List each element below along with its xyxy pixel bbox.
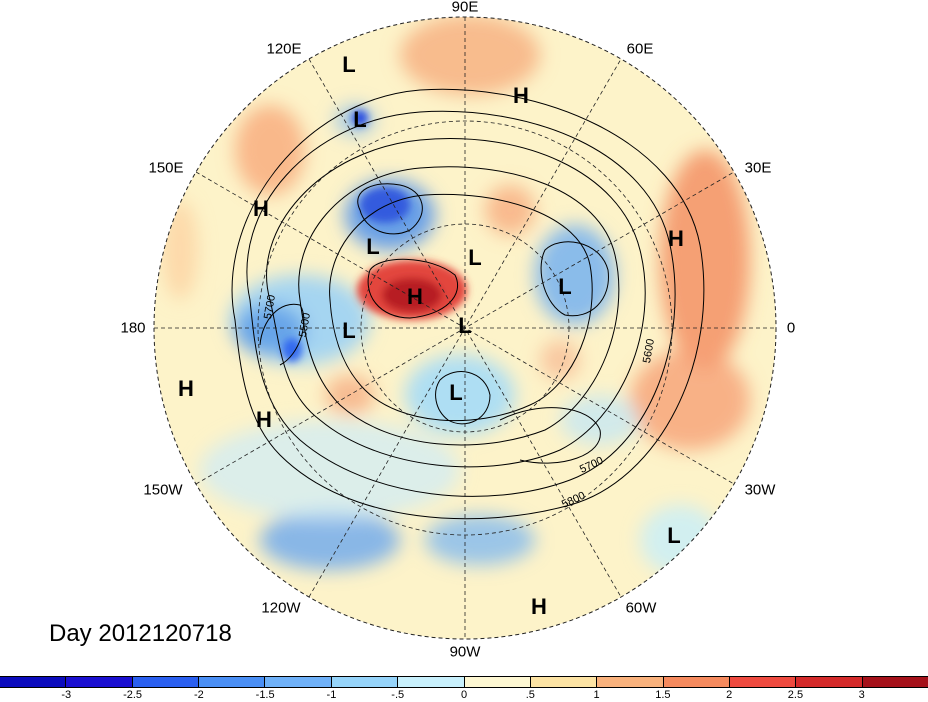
colorbar-tick-label: .5 [525,689,535,701]
plot-title: Day 2012120718 [49,620,232,647]
colorbar-tick-label: 1 [593,689,600,701]
lon-label-30w: 30W [744,481,776,499]
colorbar-swatch [66,677,133,687]
high-marker: H [253,196,269,221]
colorbar-swatch [597,677,664,687]
colorbar-swatch [199,677,266,687]
lon-label-150e: 150E [148,159,184,177]
colorbar-swatch [663,677,730,687]
high-marker: H [178,376,194,401]
high-marker: H [407,284,423,309]
colorbar-tick-label: -1 [326,689,337,701]
colorbar-tick-label: 3 [858,689,865,701]
high-marker: H [513,83,529,108]
colorbar-tick-label: -1.5 [255,689,275,701]
colorbar [0,676,928,688]
lon-label-60e: 60E [626,40,654,58]
polar-stereographic-map [153,16,777,640]
high-marker: H [531,594,547,619]
colorbar-swatch [796,677,863,687]
low-marker: L [342,52,356,77]
colorbar-swatch [265,677,332,687]
lon-label-180: 180 [120,319,146,337]
colorbar-swatch [0,677,67,687]
lon-label-120w: 120W [261,599,301,617]
lon-label-150w: 150W [143,481,183,499]
height-contours [231,88,705,520]
lon-label-30e: 30E [744,159,772,177]
low-marker: L [353,107,367,132]
colorbar-tick-label: -2.5 [123,689,143,701]
colorbar-tick-label: -3 [61,689,72,701]
colorbar-tick-label: 2 [726,689,733,701]
colorbar-ticks: -3 -2.5 -2 -1.5 -1 -.5 0 .5 1 1.5 2 2.5 3 [0,688,928,702]
lon-label-90e: 90E [451,0,479,16]
colorbar-swatch [398,677,465,687]
lon-label-60w: 60W [625,599,657,617]
colorbar-swatch [464,677,531,687]
colorbar-tick-label: -.5 [391,689,405,701]
lon-label-0: 0 [786,319,796,337]
colorbar-swatch [862,677,928,687]
low-marker: L [342,318,356,343]
low-marker: L [366,234,380,259]
lon-label-90w: 90W [449,643,481,661]
colorbar-tick-label: 2.5 [787,689,804,701]
high-marker: H [668,226,684,251]
colorbar-tick-label: 1.5 [655,689,671,701]
map-boundary [153,16,777,640]
low-marker: L [667,523,681,548]
graticule [154,17,776,639]
colorbar-swatch [530,677,598,687]
low-marker: L [458,313,472,338]
colorbar-tick-label: 0 [460,689,468,701]
high-marker: H [256,407,272,432]
low-marker: L [558,274,572,299]
colorbar-swatch [729,677,797,687]
low-marker: L [468,245,482,270]
low-marker: L [449,380,463,405]
colorbar-tick-label: -2 [193,689,204,701]
colorbar-swatch [132,677,200,687]
colorbar-swatch [331,677,399,687]
lon-label-120e: 120E [266,40,302,58]
